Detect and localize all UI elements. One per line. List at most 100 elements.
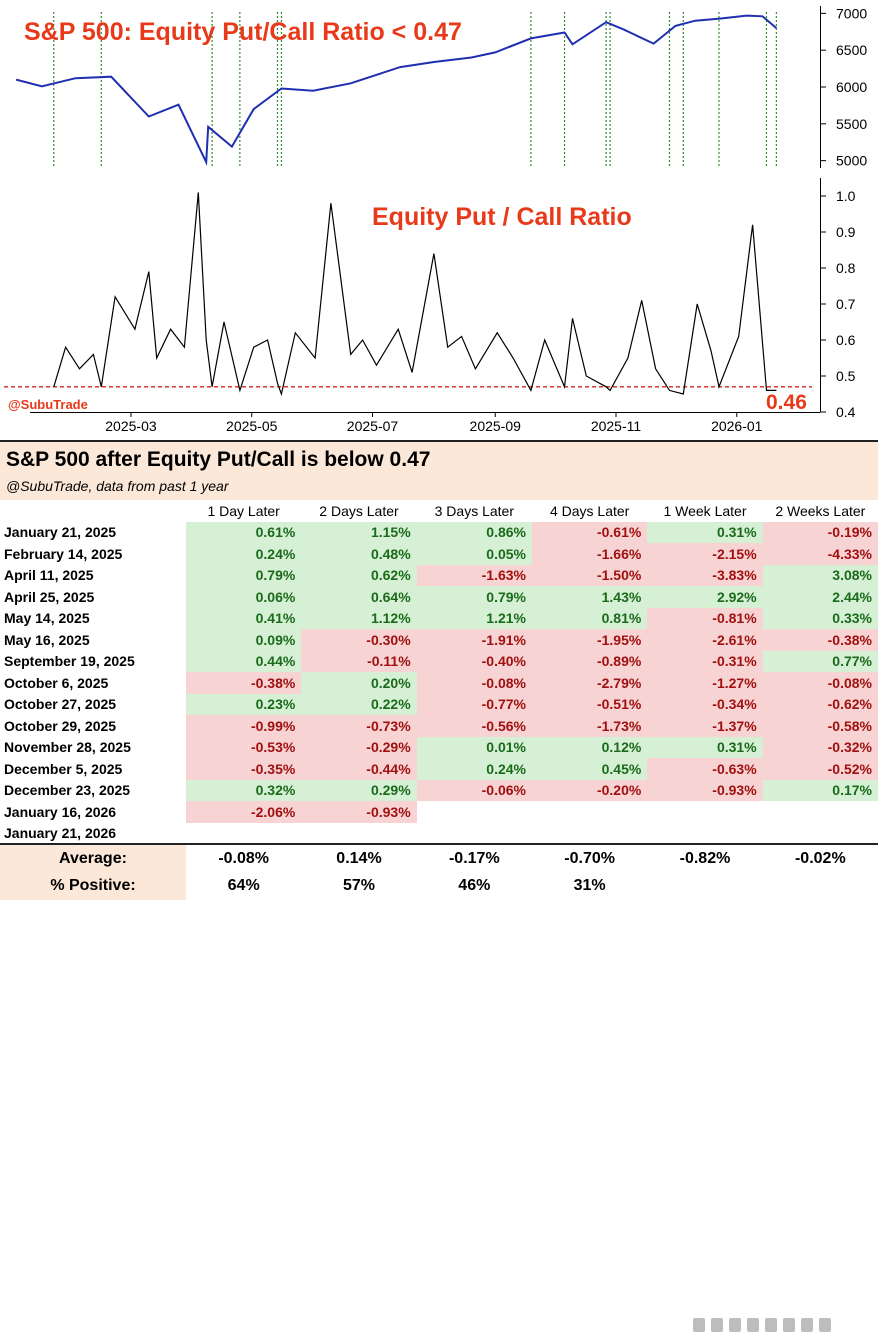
- row-date: October 6, 2025: [0, 672, 186, 694]
- summary-cell: -0.08%: [186, 844, 301, 872]
- return-cell: -0.32%: [763, 737, 878, 759]
- return-cell: 0.29%: [301, 780, 416, 802]
- row-date: January 21, 2026: [0, 823, 186, 845]
- return-cell: -0.35%: [186, 758, 301, 780]
- return-cell: 0.17%: [763, 780, 878, 802]
- pc-y-tick-label: 0.7: [836, 296, 856, 312]
- return-cell: -0.08%: [763, 672, 878, 694]
- return-cell: -1.73%: [532, 715, 647, 737]
- return-cell: -1.95%: [532, 629, 647, 651]
- return-cell: -0.53%: [186, 737, 301, 759]
- return-cell: -0.30%: [301, 629, 416, 651]
- spx-y-tick-label: 5500: [836, 116, 867, 132]
- return-cell: [763, 801, 878, 823]
- summary-cell: -0.82%: [647, 844, 762, 872]
- return-cell: -0.31%: [647, 651, 762, 673]
- return-cell: -2.06%: [186, 801, 301, 823]
- return-cell: -0.11%: [301, 651, 416, 673]
- pc-y-tick-label: 0.4: [836, 404, 856, 420]
- table-row: November 28, 2025-0.53%-0.29%0.01%0.12%0…: [0, 737, 878, 759]
- return-cell: 0.20%: [301, 672, 416, 694]
- summary-cell: 0.14%: [301, 844, 416, 872]
- return-cell: 0.81%: [532, 608, 647, 630]
- return-cell: 0.77%: [763, 651, 878, 673]
- return-cell: -0.19%: [763, 522, 878, 544]
- row-date: September 19, 2025: [0, 651, 186, 673]
- row-date: April 11, 2025: [0, 565, 186, 587]
- summary-label: Average:: [0, 844, 186, 872]
- return-cell: -0.61%: [532, 522, 647, 544]
- summary-row: Average:-0.08%0.14%-0.17%-0.70%-0.82%-0.…: [0, 844, 878, 872]
- pc-x-tick-label: 2025-11: [591, 418, 642, 434]
- return-cell: 0.33%: [763, 608, 878, 630]
- return-cell: 0.09%: [186, 629, 301, 651]
- return-cell: 0.22%: [301, 694, 416, 716]
- return-cell: 3.08%: [763, 565, 878, 587]
- table-row: January 16, 2026-2.06%-0.93%: [0, 801, 878, 823]
- return-cell: -0.34%: [647, 694, 762, 716]
- column-header: 2 Days Later: [301, 500, 416, 522]
- summary-label: % Positive:: [0, 872, 186, 900]
- pc-x-tick-label: 2025-03: [105, 418, 157, 434]
- spx-y-tick-label: 5000: [836, 153, 867, 169]
- return-cell: -0.20%: [532, 780, 647, 802]
- return-cell: -2.15%: [647, 543, 762, 565]
- row-date: December 5, 2025: [0, 758, 186, 780]
- return-cell: 0.32%: [186, 780, 301, 802]
- return-cell: 0.24%: [186, 543, 301, 565]
- row-date: May 16, 2025: [0, 629, 186, 651]
- spx-y-tick-label: 6500: [836, 42, 867, 58]
- return-cell: [417, 823, 532, 845]
- return-cell: -1.50%: [532, 565, 647, 587]
- return-cell: 1.21%: [417, 608, 532, 630]
- return-cell: -2.79%: [532, 672, 647, 694]
- return-cell: -0.56%: [417, 715, 532, 737]
- pc-y-tick-label: 0.5: [836, 368, 856, 384]
- row-date: April 25, 2025: [0, 586, 186, 608]
- return-cell: 0.31%: [647, 737, 762, 759]
- return-cell: -0.06%: [417, 780, 532, 802]
- summary-cell: [763, 872, 878, 900]
- column-header: 1 Day Later: [186, 500, 301, 522]
- last-value-label: 0.46: [766, 391, 807, 414]
- column-header: 3 Days Later: [417, 500, 532, 522]
- return-cell: 0.05%: [417, 543, 532, 565]
- return-cell: -0.62%: [763, 694, 878, 716]
- summary-cell: -0.17%: [417, 844, 532, 872]
- return-cell: -0.93%: [301, 801, 416, 823]
- return-cell: -3.83%: [647, 565, 762, 587]
- results-table-panel: S&P 500 after Equity Put/Call is below 0…: [0, 440, 878, 900]
- spx-y-tick-label: 7000: [836, 5, 867, 21]
- return-cell: [532, 801, 647, 823]
- pc-y-tick-label: 0.8: [836, 260, 856, 276]
- return-cell: -2.61%: [647, 629, 762, 651]
- return-cell: 0.12%: [532, 737, 647, 759]
- summary-cell: -0.70%: [532, 844, 647, 872]
- watermark-overlay: [690, 1312, 878, 1338]
- row-date: October 29, 2025: [0, 715, 186, 737]
- return-cell: 0.62%: [301, 565, 416, 587]
- return-cell: -0.52%: [763, 758, 878, 780]
- row-date: May 14, 2025: [0, 608, 186, 630]
- return-cell: 1.12%: [301, 608, 416, 630]
- return-cell: -0.93%: [647, 780, 762, 802]
- return-cell: 0.41%: [186, 608, 301, 630]
- return-cell: 0.64%: [301, 586, 416, 608]
- summary-row: % Positive:64%57%46%31%: [0, 872, 878, 900]
- pc-y-tick-label: 0.9: [836, 224, 856, 240]
- return-cell: -0.08%: [417, 672, 532, 694]
- spx-chart-title: S&P 500: Equity Put/Call Ratio < 0.47: [24, 18, 462, 46]
- return-cell: 1.43%: [532, 586, 647, 608]
- return-cell: -0.89%: [532, 651, 647, 673]
- summary-cell: -0.02%: [763, 844, 878, 872]
- pc-x-tick-label: 2025-09: [470, 418, 522, 434]
- summary-cell: 46%: [417, 872, 532, 900]
- return-cell: -1.91%: [417, 629, 532, 651]
